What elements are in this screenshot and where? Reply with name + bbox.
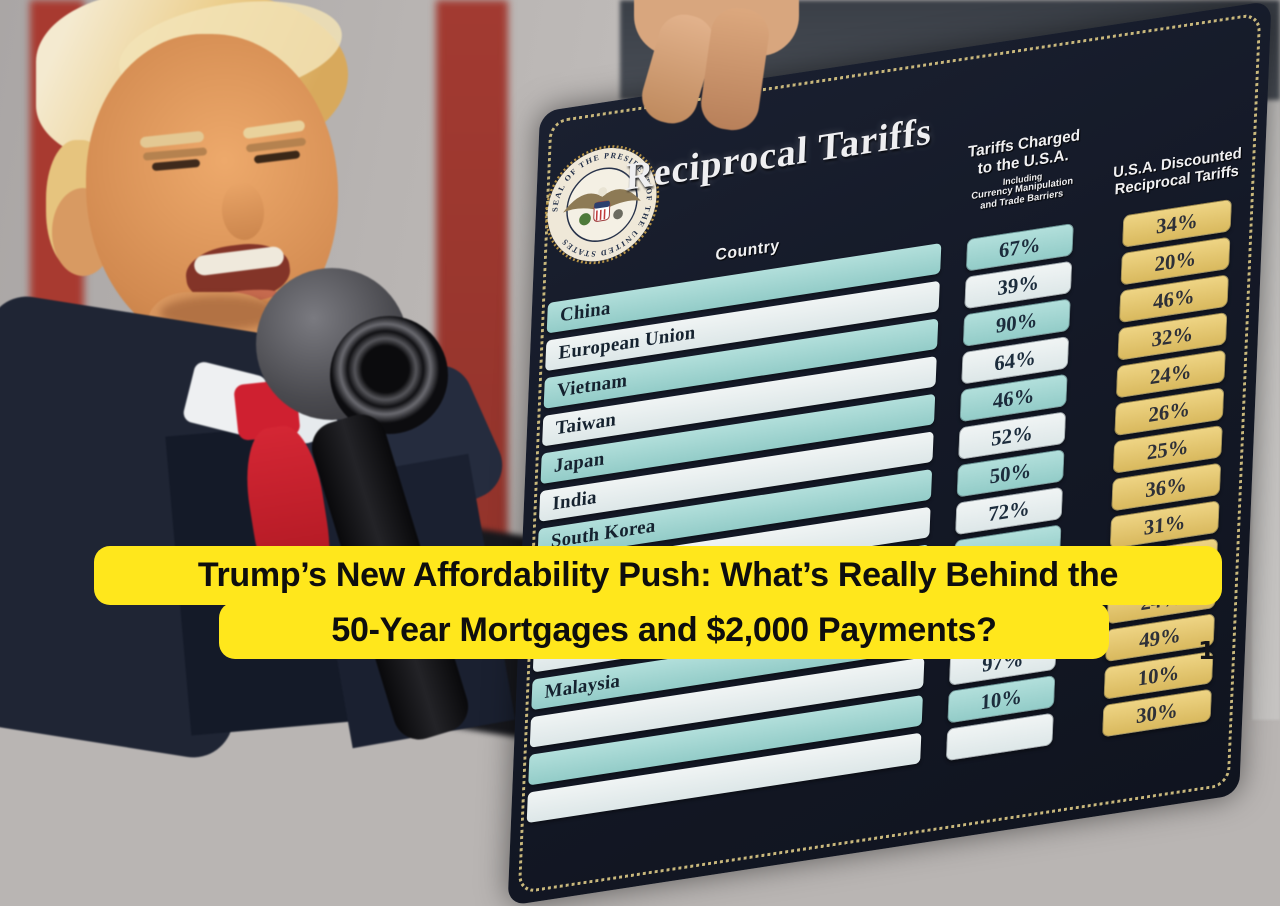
page-number: 1 — [1198, 636, 1216, 665]
reciprocal-tariffs-board: SEAL OF THE PRESIDENT OF THE UNITED STAT… — [507, 0, 1272, 906]
microphone-capsule — [330, 316, 448, 434]
shield-chief — [594, 200, 610, 209]
caption-line-2: 50-Year Mortgages and $2,000 Payments? — [219, 602, 1109, 659]
eagle-head-icon — [598, 187, 607, 197]
presidential-seal: SEAL OF THE PRESIDENT OF THE UNITED STAT… — [544, 144, 660, 266]
trump-figure — [0, 0, 516, 764]
arrows-icon — [613, 209, 623, 220]
eagle-wings-icon — [563, 189, 641, 213]
olive-branch-icon — [579, 213, 591, 226]
caption-line-1: Trump’s New Affordability Push: What’s R… — [94, 546, 1222, 605]
shield-stripes — [595, 209, 606, 221]
